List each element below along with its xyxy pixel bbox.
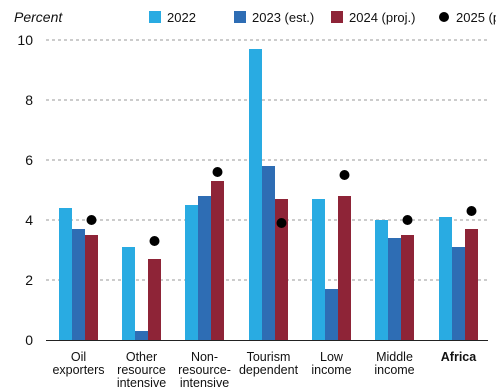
bar (325, 289, 338, 340)
point (149, 236, 160, 246)
bar (72, 229, 85, 340)
y-axis-label: Percent (14, 9, 63, 25)
y-tick-label: 4 (25, 212, 33, 228)
point (466, 206, 477, 216)
bar (185, 205, 198, 340)
bar (85, 235, 98, 340)
bar (135, 331, 148, 340)
legend-swatch (234, 11, 246, 23)
x-tick-label: Africa (441, 350, 477, 364)
bar (375, 220, 388, 340)
y-tick-label: 8 (25, 92, 33, 108)
bar (275, 199, 288, 340)
legend-label: 2025 (proj.) (456, 10, 496, 25)
x-tick-label: Low income (311, 350, 351, 377)
legend-swatch (331, 11, 343, 23)
bar (262, 166, 275, 340)
bar (249, 49, 262, 340)
y-tick-label: 6 (25, 152, 33, 168)
x-tick-label: Other resource intensive (117, 350, 166, 389)
point (212, 167, 223, 177)
legend: 2022 2023 (est.) 2024 (proj.) 2025 (proj.) (149, 10, 496, 25)
bar (401, 235, 414, 340)
bar (312, 199, 325, 340)
bar (198, 196, 211, 340)
bar (211, 181, 224, 340)
point (339, 170, 350, 180)
bars (59, 49, 478, 340)
bar (388, 238, 401, 340)
x-tick-label: Middle income (374, 350, 414, 377)
y-tick-label: 0 (25, 332, 33, 348)
x-tick-label: Oil exporters (52, 350, 104, 377)
legend-label: 2024 (proj.) (349, 10, 415, 25)
point (276, 218, 287, 228)
bar (148, 259, 161, 340)
bar (122, 247, 135, 340)
point (402, 215, 413, 225)
bar (439, 217, 452, 340)
gridlines (46, 39, 488, 281)
x-tick-labels: Oil exporters Other resource intensive Non-re… (52, 350, 477, 389)
x-tick-label: Non-resource-intensive (178, 350, 231, 389)
legend-swatch (149, 11, 161, 23)
y-tick-label: 10 (17, 32, 33, 48)
point (86, 215, 97, 225)
bar (59, 208, 72, 340)
legend-label: 2022 (167, 10, 196, 25)
y-tick-labels: 0 2 4 6 8 10 (17, 32, 33, 348)
bar (452, 247, 465, 340)
legend-label: 2023 (est.) (252, 10, 314, 25)
x-tick-label: Tourism dependent (239, 350, 299, 377)
legend-swatch (439, 12, 449, 22)
bar (465, 229, 478, 340)
bar (338, 196, 351, 340)
y-tick-label: 2 (25, 272, 33, 288)
